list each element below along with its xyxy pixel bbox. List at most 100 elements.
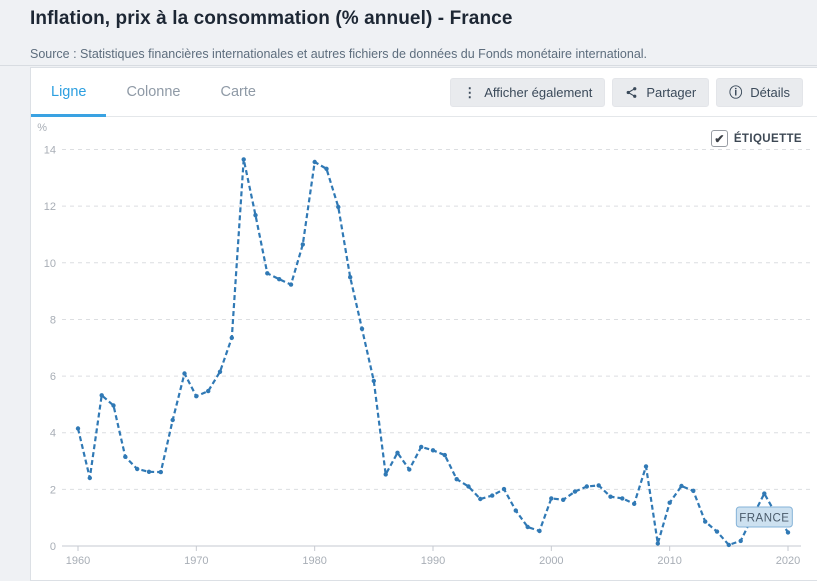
data-point bbox=[288, 282, 294, 287]
x-tick-label: 2000 bbox=[539, 555, 563, 567]
data-point bbox=[490, 493, 495, 498]
data-point bbox=[265, 271, 270, 276]
data-point bbox=[632, 501, 637, 506]
data-point bbox=[371, 378, 376, 384]
data-point bbox=[667, 500, 672, 505]
data-point bbox=[525, 524, 530, 530]
data-point bbox=[643, 464, 649, 469]
view-tabs: Ligne Colonne Carte bbox=[31, 68, 276, 117]
data-point bbox=[762, 491, 767, 496]
data-point bbox=[442, 452, 447, 458]
y-tick-label: 14 bbox=[44, 145, 56, 157]
etiquette-checkbox[interactable]: ✔ bbox=[710, 130, 728, 147]
data-point bbox=[348, 275, 353, 280]
x-tick-label: 1990 bbox=[421, 555, 445, 567]
data-point bbox=[596, 483, 601, 488]
etiquette-label: ÉTIQUETTE bbox=[733, 132, 802, 145]
data-point bbox=[300, 242, 305, 247]
x-tick-label: 1980 bbox=[302, 555, 326, 567]
show-also-label: Afficher également bbox=[484, 84, 593, 100]
data-point bbox=[241, 157, 246, 162]
data-point bbox=[324, 166, 329, 171]
data-point bbox=[561, 497, 566, 502]
tab-ligne[interactable]: Ligne bbox=[31, 68, 107, 117]
data-point bbox=[584, 484, 589, 489]
data-point bbox=[146, 469, 152, 474]
share-button[interactable]: Partager bbox=[612, 77, 710, 107]
series-label-text: FRANCE bbox=[739, 513, 789, 525]
data-point bbox=[620, 496, 625, 501]
data-point bbox=[466, 484, 471, 489]
data-point bbox=[703, 519, 708, 524]
page-title: Inflation, prix à la consommation (% ann… bbox=[30, 8, 513, 29]
data-point bbox=[537, 528, 542, 534]
data-point bbox=[170, 417, 175, 423]
data-point bbox=[478, 496, 483, 502]
data-point bbox=[158, 469, 163, 475]
data-point bbox=[454, 477, 459, 482]
data-point bbox=[135, 466, 140, 472]
share-label: Partager bbox=[646, 84, 697, 100]
data-point bbox=[383, 472, 388, 477]
data-point bbox=[194, 394, 199, 399]
data-point bbox=[312, 159, 317, 165]
data-point bbox=[513, 508, 518, 513]
x-tick-label: 2010 bbox=[657, 555, 681, 567]
data-point bbox=[608, 494, 613, 499]
data-point bbox=[206, 388, 211, 394]
y-tick-label: 10 bbox=[44, 258, 56, 270]
y-tick-label: 4 bbox=[50, 428, 56, 440]
chart-toolbar: Ligne Colonne Carte ⋮ Afficher également bbox=[31, 68, 817, 117]
data-point bbox=[430, 448, 436, 453]
data-point bbox=[726, 542, 731, 548]
tab-colonne[interactable]: Colonne bbox=[106, 68, 200, 116]
inflation-line-chart: 0 2 4 6 8 10 12 14% 1960 1970 1980 1990 2000 2010 2020… bbox=[37, 122, 813, 567]
etiquette-control[interactable]: ✔ ÉTIQUETTE bbox=[710, 130, 802, 147]
data-point bbox=[111, 403, 116, 408]
data-point bbox=[336, 204, 341, 210]
x-tick-label: 2020 bbox=[776, 555, 800, 567]
y-tick-label: 0 bbox=[50, 541, 56, 553]
data-point bbox=[253, 213, 258, 218]
tab-colonne-label: Colonne bbox=[126, 84, 181, 100]
x-tick-label: 1970 bbox=[184, 555, 208, 567]
data-point bbox=[572, 489, 578, 494]
info-icon: ⓘ bbox=[729, 84, 743, 100]
tab-carte[interactable]: Carte bbox=[201, 68, 276, 116]
y-tick-label: 8 bbox=[50, 314, 56, 326]
source-note: Source : Statistiques financières intern… bbox=[30, 47, 648, 61]
show-also-button[interactable]: ⋮ Afficher également bbox=[450, 77, 606, 107]
details-label: Détails bbox=[750, 84, 790, 100]
data-point bbox=[75, 426, 81, 431]
data-point bbox=[691, 488, 696, 493]
chart-panel: Ligne Colonne Carte ⋮ Afficher également bbox=[30, 67, 817, 581]
data-point bbox=[359, 326, 365, 331]
y-axis-unit-label: % bbox=[37, 122, 47, 134]
data-point bbox=[655, 541, 660, 546]
data-point bbox=[182, 371, 187, 376]
tab-carte-label: Carte bbox=[220, 84, 256, 100]
x-tick-label: 1960 bbox=[66, 555, 90, 567]
data-point bbox=[785, 530, 791, 535]
data-point bbox=[738, 538, 743, 544]
data-point bbox=[549, 496, 554, 501]
data-point bbox=[714, 529, 720, 534]
data-point bbox=[123, 454, 128, 459]
data-point bbox=[277, 277, 282, 282]
data-point bbox=[87, 475, 92, 481]
y-tick-label: 6 bbox=[50, 371, 56, 383]
data-point bbox=[99, 393, 104, 398]
data-point bbox=[217, 369, 223, 374]
share-icon bbox=[625, 86, 638, 99]
toolbar-actions: ⋮ Afficher également Partager ⓘ Détails bbox=[450, 68, 817, 116]
details-button[interactable]: ⓘ Détails bbox=[716, 77, 803, 107]
kebab-menu-icon: ⋮ bbox=[463, 84, 477, 100]
tab-ligne-label: Ligne bbox=[51, 84, 87, 100]
data-point bbox=[407, 467, 412, 472]
data-point bbox=[679, 483, 684, 489]
data-point bbox=[395, 450, 400, 455]
y-tick-label: 2 bbox=[50, 484, 56, 496]
checkmark-icon: ✔ bbox=[714, 131, 725, 146]
data-point bbox=[229, 335, 234, 340]
data-point bbox=[501, 486, 507, 492]
